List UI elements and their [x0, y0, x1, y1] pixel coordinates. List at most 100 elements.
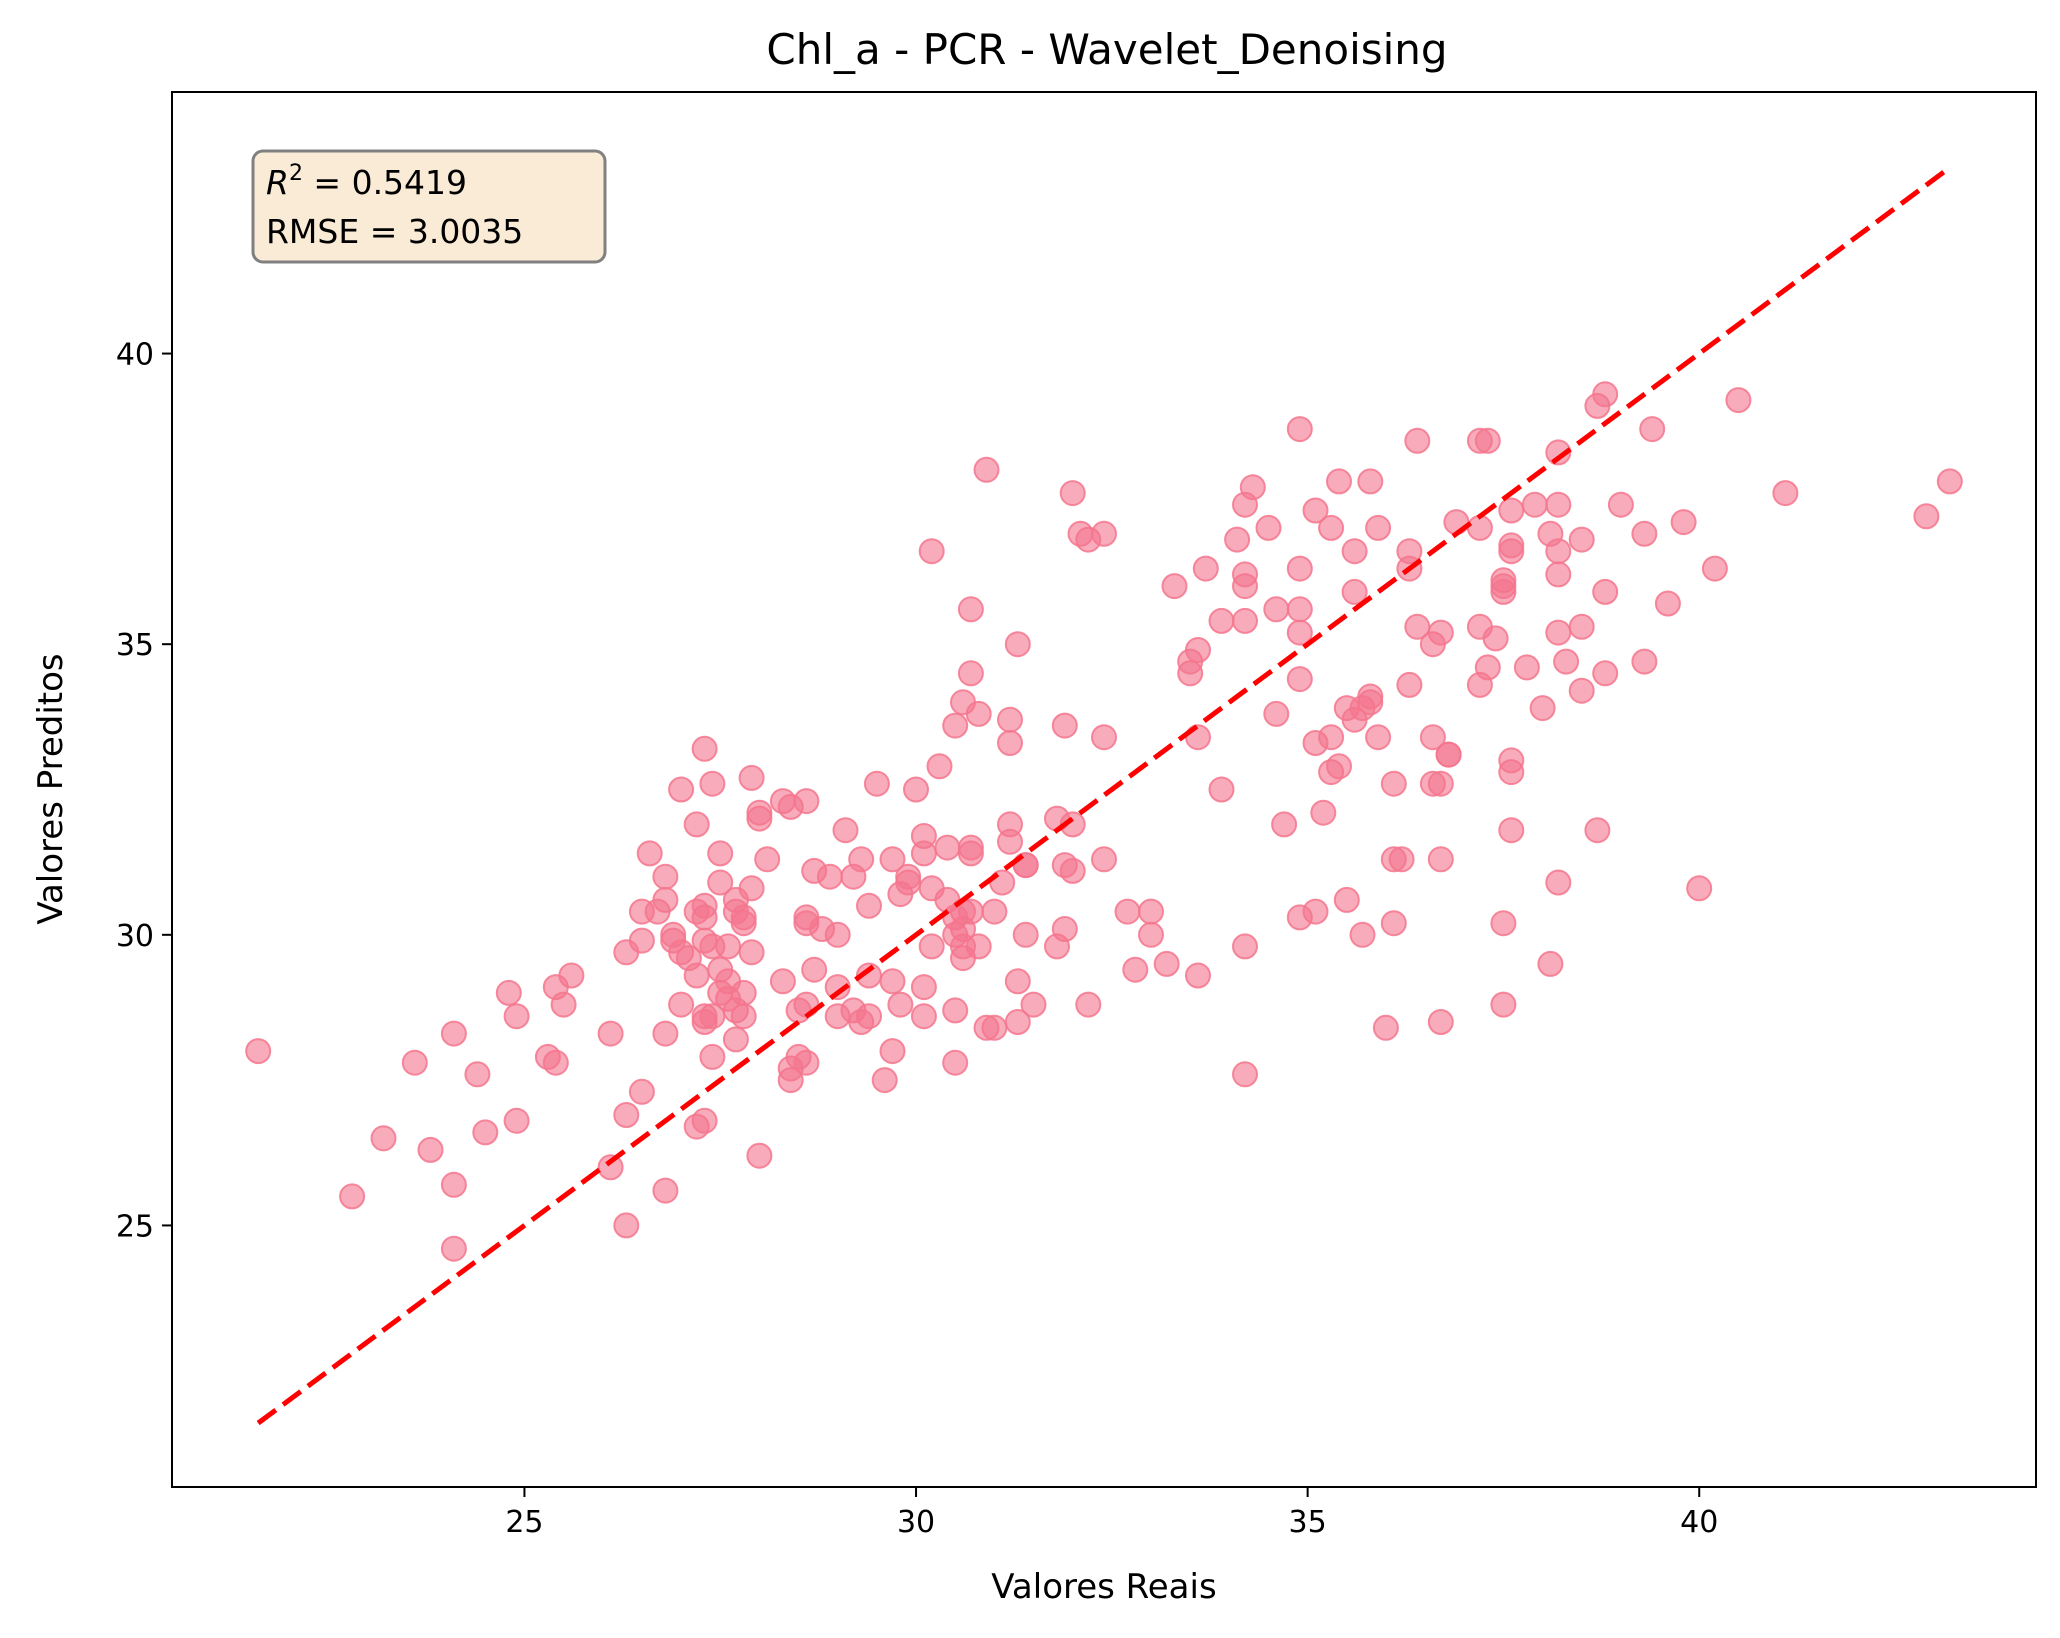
- data-point: [707, 869, 734, 896]
- reference-line: [256, 165, 1952, 1426]
- data-point: [1631, 520, 1658, 547]
- data-point: [1004, 968, 1031, 995]
- data-point: [245, 1038, 272, 1065]
- data-point: [1466, 514, 1493, 541]
- data-point: [1263, 700, 1290, 727]
- data-point: [848, 846, 875, 873]
- data-point: [730, 904, 757, 931]
- data-point: [1592, 381, 1619, 408]
- data-point: [965, 700, 992, 727]
- data-point: [934, 834, 961, 861]
- data-point: [746, 1142, 773, 1169]
- data-point: [997, 730, 1023, 756]
- data-point: [738, 939, 765, 966]
- data-point: [1545, 538, 1572, 565]
- y-tick-label: 35: [116, 628, 154, 663]
- data-point: [918, 933, 945, 960]
- data-point: [652, 1177, 679, 1204]
- data-point: [1474, 427, 1501, 454]
- data-point: [1091, 724, 1117, 751]
- data-point: [495, 979, 522, 1006]
- data-point: [699, 1043, 726, 1070]
- data-point: [769, 968, 796, 995]
- data-point: [401, 1049, 428, 1076]
- data-point: [558, 962, 585, 989]
- y-tick-label: 30: [116, 919, 154, 954]
- data-point: [746, 805, 773, 832]
- data-point: [1427, 1009, 1454, 1035]
- data-point: [997, 706, 1023, 733]
- data-point: [1521, 491, 1548, 518]
- data-point: [1396, 538, 1423, 565]
- data-point: [1239, 474, 1266, 501]
- data-point: [926, 753, 953, 780]
- data-point: [1357, 683, 1384, 710]
- data-point: [1592, 578, 1619, 605]
- data-point: [1474, 654, 1501, 681]
- data-point: [668, 991, 695, 1018]
- data-point: [683, 811, 710, 838]
- data-point: [1607, 491, 1634, 518]
- data-point: [722, 1026, 749, 1053]
- data-point: [668, 776, 695, 803]
- rmse-stat: RMSE = 3.0035: [266, 212, 523, 251]
- data-point: [981, 898, 1008, 925]
- stats-box-background: [251, 149, 607, 264]
- data-point: [1153, 950, 1180, 977]
- data-point: [1349, 921, 1376, 948]
- data-point: [1396, 671, 1423, 698]
- data-point: [1051, 916, 1078, 942]
- x-axis-ticks: 25 30 35 40: [505, 1487, 1718, 1540]
- data-point: [1138, 898, 1164, 925]
- data-point: [793, 788, 820, 815]
- data-point: [1545, 619, 1572, 646]
- data-point: [1091, 520, 1117, 547]
- x-tick-label: 30: [897, 1505, 935, 1540]
- data-point: [1372, 1014, 1399, 1041]
- data-point: [440, 1171, 467, 1198]
- data-point: [1357, 468, 1384, 495]
- data-point: [1568, 526, 1595, 553]
- data-point: [918, 538, 945, 565]
- data-point: [1263, 596, 1290, 623]
- data-point: [1545, 869, 1572, 896]
- data-point: [1208, 607, 1235, 634]
- data-point: [1670, 509, 1697, 536]
- data-point: [613, 1102, 640, 1128]
- data-point: [1255, 514, 1282, 541]
- data-point: [879, 968, 906, 995]
- data-point: [1592, 660, 1619, 687]
- data-point: [1498, 817, 1525, 844]
- data-point: [1310, 799, 1337, 826]
- data-point: [503, 1003, 530, 1030]
- r2-stat: R2 = 0.5419: [266, 161, 467, 202]
- data-point: [1427, 846, 1454, 873]
- data-point: [910, 1003, 937, 1030]
- data-point: [1772, 480, 1799, 507]
- data-point: [965, 933, 992, 960]
- y-axis-label: Valores Preditos: [31, 653, 71, 924]
- data-point: [1192, 555, 1219, 582]
- data-point: [879, 1038, 906, 1065]
- data-point: [871, 1067, 898, 1094]
- data-point: [1075, 991, 1102, 1018]
- data-point: [1051, 712, 1078, 739]
- data-point: [1913, 503, 1940, 530]
- data-point: [1498, 538, 1525, 565]
- data-point: [942, 997, 969, 1024]
- data-point: [1654, 590, 1681, 617]
- data-point: [997, 811, 1023, 838]
- data-point: [1490, 573, 1517, 600]
- data-point: [856, 1003, 882, 1030]
- data-point: [1318, 514, 1345, 541]
- data-point: [1365, 724, 1392, 751]
- data-point: [942, 1049, 969, 1076]
- data-point: [1012, 921, 1039, 948]
- data-point: [542, 1049, 569, 1076]
- data-point: [1185, 962, 1211, 989]
- data-point: [1639, 416, 1666, 443]
- data-point: [1427, 770, 1454, 797]
- data-point: [1004, 631, 1031, 658]
- data-point: [1059, 857, 1086, 884]
- data-point: [879, 846, 906, 873]
